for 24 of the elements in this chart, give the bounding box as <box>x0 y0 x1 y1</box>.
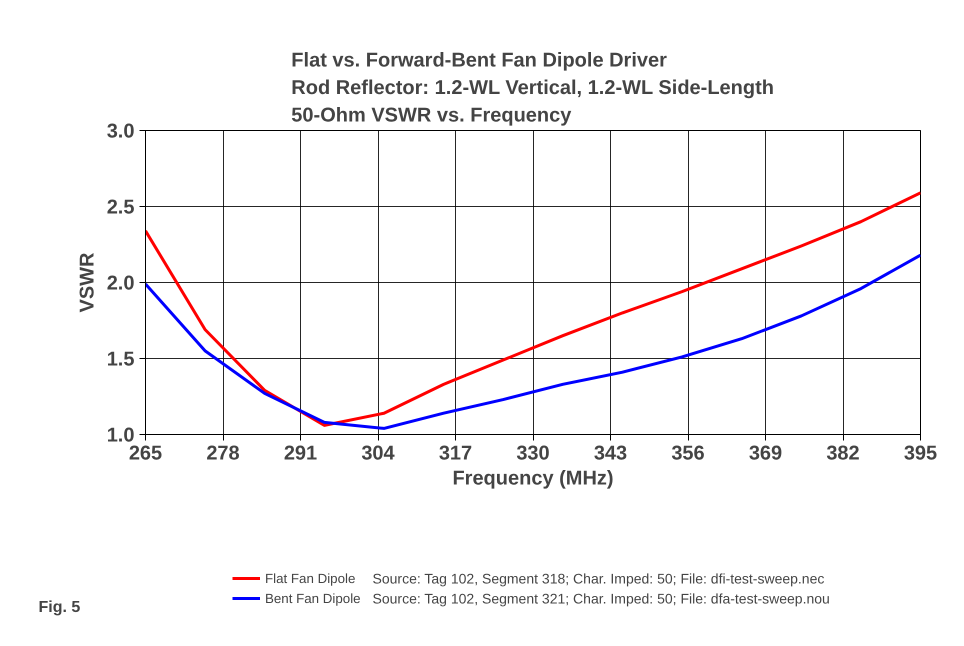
legend-label: Flat Fan Dipole <box>265 570 356 588</box>
legend-label: Bent Fan Dipole <box>265 590 361 608</box>
caption: Fig. 5 <box>38 599 80 616</box>
x-tick-label: 343 <box>594 442 628 464</box>
x-tick-label: 382 <box>826 442 860 464</box>
x-tick-label: 369 <box>748 442 782 464</box>
x-tick-label: 291 <box>284 442 318 464</box>
y-tick-label: 3.0 <box>106 120 135 142</box>
line-series <box>146 191 920 427</box>
source-note: Source: Tag 102, Segment 321; Char. Imped: 50; File: dfa-test-sweep.nou <box>372 590 830 606</box>
y-tick-label: 1.5 <box>106 348 135 370</box>
x-tick-label: 395 <box>904 442 938 464</box>
x-tick-label: 278 <box>206 442 240 464</box>
y-tick-label: 2.5 <box>106 196 135 218</box>
line-series <box>146 254 920 430</box>
x-tick-label: 304 <box>361 442 396 464</box>
x-axis-title: Frequency (MHz) <box>452 468 614 490</box>
x-tick-label: 317 <box>438 442 472 464</box>
source-note: Source: Tag 102, Segment 318; Char. Imped: 50; File: dfi-test-sweep.nec <box>372 570 824 586</box>
y-tick-label: 2.0 <box>106 272 135 294</box>
x-tick-label: 330 <box>516 442 550 464</box>
x-tick-label: 356 <box>671 442 705 464</box>
chart-title: Flat vs. Forward-Bent Fan Dipole Driver Rod Reflector: 1.2-WL Vertical, 1.2-WL Side-Length 50-Ohm VSWR vs. Frequency <box>291 50 774 126</box>
y-axis-title: VSWR <box>76 252 99 312</box>
